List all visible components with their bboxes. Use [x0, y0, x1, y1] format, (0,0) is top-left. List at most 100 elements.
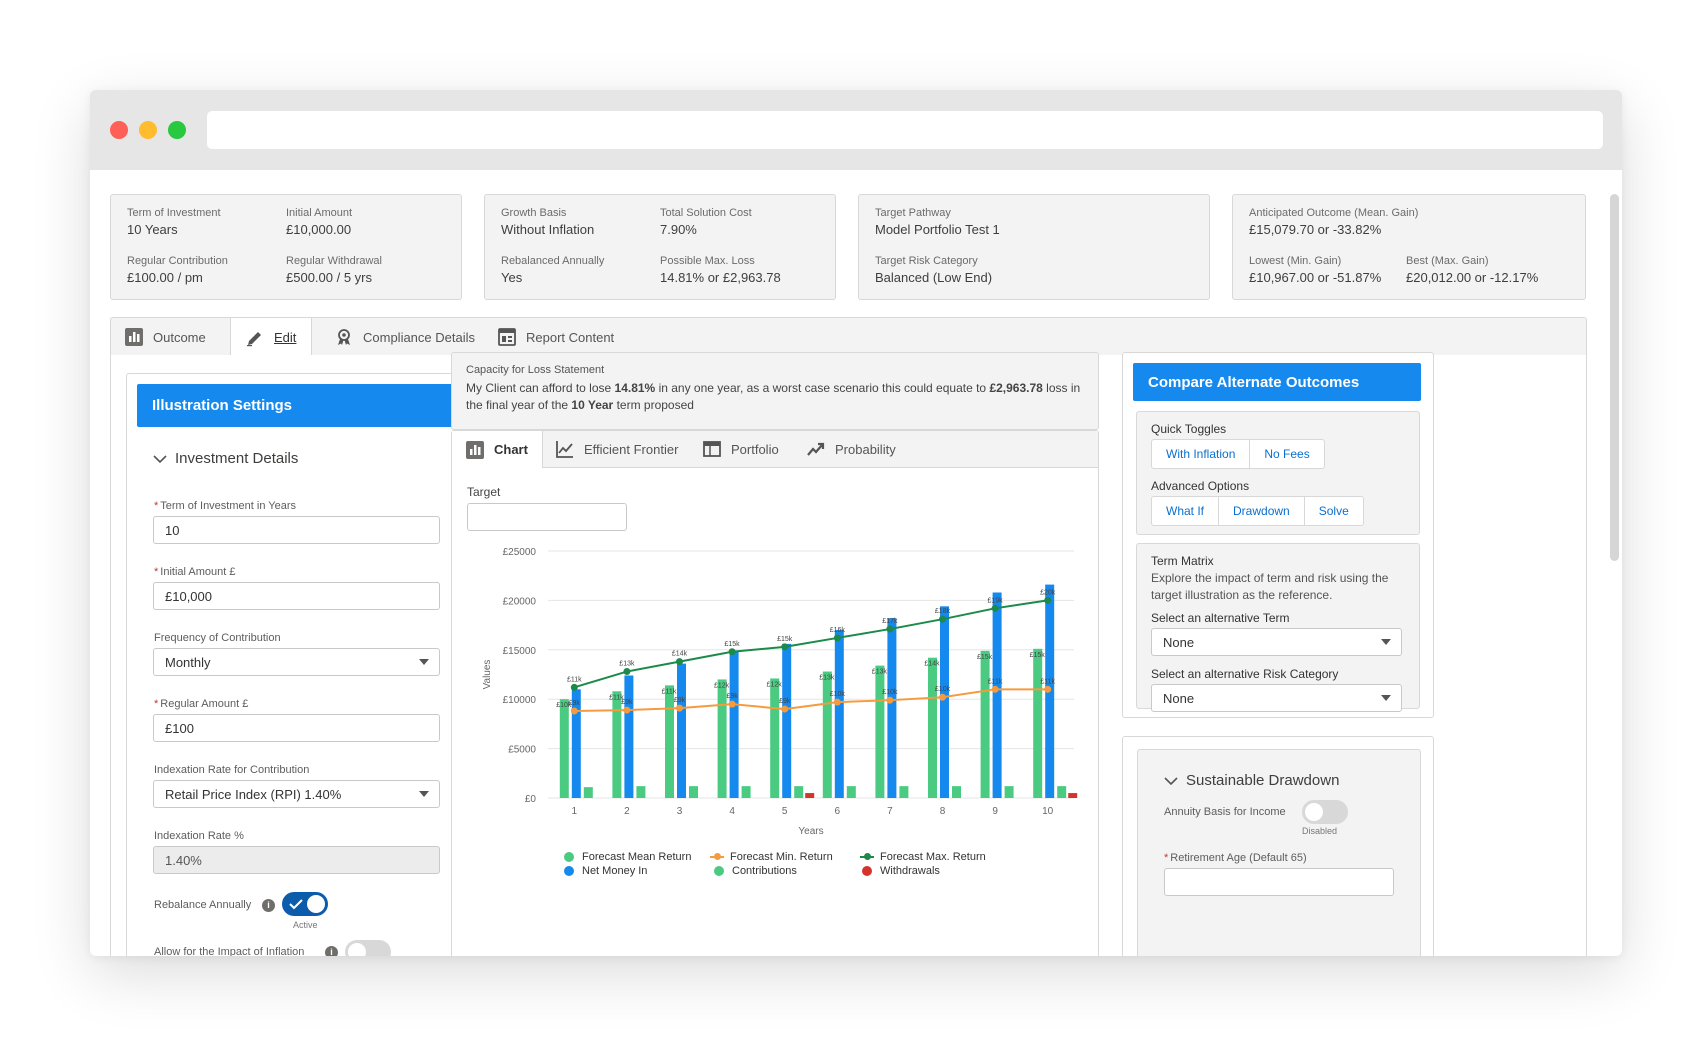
indexation-value: Retail Price Index (RPI) 1.40%	[165, 786, 342, 802]
retirement-age-input[interactable]	[1164, 868, 1394, 896]
chart-bar	[952, 786, 961, 798]
chart-bar	[612, 691, 622, 798]
chart-tab-probability-label: Probability	[835, 441, 896, 457]
investment-details-toggle[interactable]: Investment Details	[153, 450, 298, 467]
initial-amount-input[interactable]: £10,000	[153, 582, 440, 610]
regular-amount-label-text: Regular Amount £	[160, 698, 249, 710]
close-window-button[interactable]	[110, 121, 128, 139]
chart-tab-portfolio[interactable]: Portfolio	[703, 431, 779, 467]
legend-contributions-label: Contributions	[732, 865, 797, 877]
capacity-text: My Client can afford to lose 14.81% in a…	[466, 380, 1086, 414]
series-line	[574, 688, 1048, 713]
pencil-icon	[247, 331, 261, 346]
what-if-button[interactable]: What If	[1152, 497, 1220, 525]
tab-compliance-details[interactable]: Compliance Details	[335, 318, 475, 356]
with-inflation-button[interactable]: With Inflation	[1152, 440, 1251, 468]
no-fees-button[interactable]: No Fees	[1264, 447, 1310, 461]
chart-bar	[770, 678, 780, 798]
series-point	[886, 696, 894, 704]
summary-card-outcome: Anticipated Outcome (Mean. Gain) £15,079.…	[1232, 194, 1586, 300]
bar-chart-icon	[466, 440, 484, 459]
chart-bar	[559, 699, 569, 798]
advanced-options-label: Advanced Options	[1151, 479, 1250, 493]
forecast-chart: £0 £5000 £10000 £15000 £20000 £25000 Values Yea…	[482, 547, 1078, 837]
x-tick-label: 5	[782, 806, 788, 817]
regular-amount-field-label: * Regular Amount £	[154, 698, 249, 710]
chart-bar	[899, 786, 909, 798]
legend-forecast-mean-label: Forecast Mean Return	[582, 851, 692, 863]
rebalance-toggle[interactable]	[282, 892, 328, 916]
tab-edit[interactable]: Edit	[230, 318, 313, 357]
y-tick-label: £5000	[508, 745, 536, 756]
alt-term-select[interactable]: None	[1151, 628, 1402, 656]
tab-report-content[interactable]: Report Content	[498, 318, 614, 356]
point-data-label: £10k	[882, 689, 898, 696]
point-data-label: £10k	[830, 691, 846, 698]
alt-risk-label: Select an alternative Risk Category	[1151, 667, 1339, 681]
maximize-window-button[interactable]	[168, 121, 186, 139]
regular-amount-input[interactable]: £100	[153, 714, 440, 742]
alt-risk-select[interactable]: None	[1151, 684, 1402, 712]
info-icon[interactable]: i	[325, 946, 338, 956]
max-loss-label: Possible Max. Loss	[660, 255, 755, 267]
series-point	[623, 706, 631, 714]
target-pathway-value: Model Portfolio Test 1	[875, 222, 1000, 237]
series-point	[939, 693, 946, 701]
series-point	[886, 625, 894, 633]
compare-outcomes-panel: Compare Alternate Outcomes Quick Toggles…	[1122, 352, 1434, 718]
quick-toggles-label: Quick Toggles	[1151, 422, 1227, 436]
bar-data-label: £12k	[767, 681, 783, 688]
info-icon[interactable]: i	[262, 899, 275, 912]
point-data-label: £9k	[726, 693, 738, 700]
table-icon	[703, 441, 721, 457]
minimize-window-button[interactable]	[139, 121, 157, 139]
dropdown-caret-icon	[419, 659, 429, 665]
chart-tab-probability[interactable]: Probability	[807, 431, 896, 467]
rebalanced-label: Rebalanced Annually	[501, 255, 605, 267]
chart-bar	[928, 657, 937, 798]
y-axis-label: Values	[482, 660, 493, 690]
inflation-toggle[interactable]	[345, 940, 391, 956]
regular-withdrawal-label: Regular Withdrawal	[286, 255, 382, 267]
term-input[interactable]: 10	[153, 516, 440, 544]
initial-amount-field-label: * Initial Amount £	[154, 566, 236, 578]
series-point	[1044, 685, 1052, 693]
y-tick-label: £0	[525, 794, 537, 805]
drawdown-button[interactable]: Drawdown	[1219, 497, 1305, 525]
chart-tab-chart-label: Chart	[494, 442, 528, 457]
legend-withdrawals: Withdrawals	[862, 865, 940, 877]
sustainable-drawdown-toggle[interactable]: Sustainable Drawdown	[1164, 772, 1339, 789]
total-cost-value: 7.90%	[660, 222, 697, 237]
series-point	[939, 615, 946, 623]
chart-tab-chart[interactable]: Chart	[452, 431, 543, 468]
term-field-label-text: Term of Investment in Years	[160, 500, 297, 512]
indexation-rate-field-label: Indexation Rate %	[154, 830, 244, 842]
solve-button[interactable]: Solve	[1318, 504, 1349, 518]
point-data-label: £11k	[988, 678, 1003, 685]
max-loss-value: 14.81% or £2,963.78	[660, 270, 781, 285]
summary-card-term: Term of Investment 10 Years Initial Amoun…	[110, 194, 462, 300]
rebalance-annually-label: Rebalance Annually	[154, 899, 252, 911]
chart-bar	[717, 679, 727, 798]
page-scrollbar[interactable]	[1610, 194, 1619, 561]
indexation-select[interactable]: Retail Price Index (RPI) 1.40%	[153, 780, 440, 808]
illustration-settings-panel: Illustration Settings Investment Details…	[126, 373, 470, 956]
tab-outcome[interactable]: Outcome	[125, 318, 206, 356]
anticipated-outcome-label: Anticipated Outcome (Mean. Gain)	[1249, 207, 1419, 219]
initial-value: £10,000.00	[286, 222, 352, 237]
annuity-toggle[interactable]	[1302, 800, 1348, 824]
frequency-select[interactable]: Monthly	[153, 648, 440, 676]
series-point	[676, 658, 683, 666]
term-value: 10 Years	[127, 222, 178, 237]
chart-bar	[834, 630, 844, 798]
illustration-settings-header: Illustration Settings	[137, 384, 457, 427]
chart-panel: Chart Efficient Frontier Portfolio Proba…	[451, 430, 1099, 956]
chart-tab-efficient-frontier[interactable]: Efficient Frontier	[556, 431, 678, 467]
x-tick-label: 10	[1042, 806, 1054, 817]
term-matrix-desc-1: Explore the impact of term and risk usin…	[1151, 571, 1389, 585]
series-point	[623, 668, 631, 676]
chart-bar	[1057, 786, 1067, 798]
address-bar[interactable]	[207, 111, 1603, 149]
target-input[interactable]	[467, 503, 627, 531]
legend-forecast-max-label: Forecast Max. Return	[880, 851, 986, 863]
